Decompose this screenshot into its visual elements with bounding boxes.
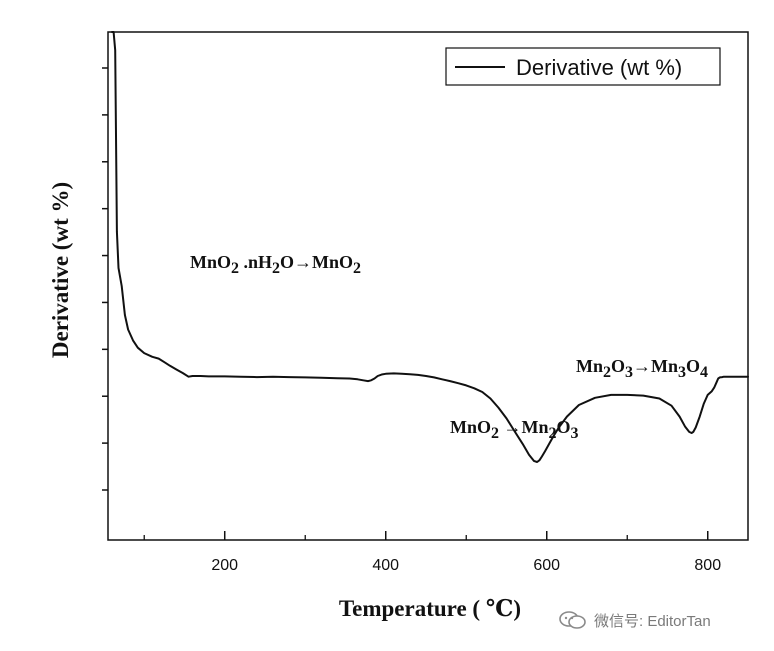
annotation-dehydration-p5: 2 (353, 260, 361, 277)
annotation-mn2o3-p3: 3 (625, 364, 633, 381)
annotation-mn2o3-to-mn3o4: Mn2O3→Mn3O4 (576, 356, 708, 381)
annotation-mn2o3-p1: 2 (603, 364, 611, 381)
legend-box (445, 47, 721, 86)
x-tick-label: 800 (694, 557, 721, 574)
x-tick-label: 400 (372, 557, 399, 574)
annotation-mn2o3-p4: →Mn (633, 356, 678, 376)
annotation-dehydration-p4: O→MnO (280, 252, 353, 272)
annotation-dehydration: MnO2 .nH2O→MnO2 (190, 252, 361, 277)
x-tick-label: 200 (211, 557, 238, 574)
annotation-mn2o3-p5: 3 (678, 364, 686, 381)
annotation-mn2o3-p7: 4 (700, 364, 708, 381)
annotation-dehydration-p3: 2 (272, 260, 280, 277)
annotation-mn2o3-p6: O (686, 356, 700, 376)
annotation-mno2-p3: 2 (549, 425, 557, 442)
annotation-dehydration-p2: .nH (239, 252, 272, 272)
wechat-icon (559, 611, 586, 629)
annotation-mno2-p5: 3 (571, 425, 579, 442)
x-axis-title: Temperature ( ℃) (339, 596, 521, 621)
y-axis-ticks (102, 67, 108, 491)
y-axis-title: Derivative (wt %) (48, 182, 73, 358)
annotation-dehydration-p1: 2 (231, 260, 239, 277)
legend-label: Derivative (wt %) (516, 55, 682, 80)
watermark-text: 微信号: EditorTan (594, 612, 711, 630)
annotation-mno2-p1: 2 (491, 425, 499, 442)
watermark: 微信号: EditorTan (558, 608, 768, 632)
annotation-mno2-p4: O (557, 417, 571, 437)
x-tick-label: 600 (533, 557, 560, 574)
annotation-mno2-p0: MnO (450, 417, 491, 437)
x-axis-ticks (143, 531, 709, 540)
annotation-mn2o3-p0: Mn (576, 356, 603, 376)
series-line-derivative (111, 31, 749, 463)
annotation-mno2-to-mn2o3: MnO2 →Mn2O3 (450, 417, 579, 442)
annotation-mno2-p2: →Mn (499, 417, 549, 437)
annotation-mn2o3-p2: O (611, 356, 625, 376)
annotation-dehydration-p0: MnO (190, 252, 231, 272)
x-axis-tick-labels: 200 400 600 800 (211, 557, 721, 574)
plot-frame (107, 31, 749, 541)
legend: Derivative (wt %) (445, 47, 721, 86)
